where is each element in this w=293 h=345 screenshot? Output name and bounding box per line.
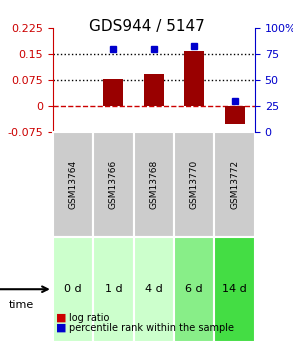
Text: 4 d: 4 d: [145, 284, 163, 294]
Text: ■: ■: [56, 313, 66, 323]
Text: GDS944 / 5147: GDS944 / 5147: [88, 19, 205, 34]
FancyBboxPatch shape: [53, 132, 93, 237]
FancyBboxPatch shape: [214, 132, 255, 237]
FancyBboxPatch shape: [93, 237, 134, 342]
Text: GSM13766: GSM13766: [109, 160, 118, 209]
FancyBboxPatch shape: [174, 237, 214, 342]
Bar: [184, 51, 205, 106]
FancyBboxPatch shape: [214, 237, 255, 342]
Text: GSM13768: GSM13768: [149, 160, 158, 209]
Bar: [103, 79, 124, 106]
Text: GSM13770: GSM13770: [190, 160, 199, 209]
Text: ■: ■: [56, 323, 66, 333]
Text: GSM13772: GSM13772: [230, 160, 239, 209]
Text: 1 d: 1 d: [105, 284, 122, 294]
FancyBboxPatch shape: [134, 132, 174, 237]
Bar: [224, 106, 245, 124]
Bar: [144, 73, 164, 106]
Text: percentile rank within the sample: percentile rank within the sample: [69, 323, 234, 333]
FancyBboxPatch shape: [134, 237, 174, 342]
Text: 0 d: 0 d: [64, 284, 82, 294]
Text: log ratio: log ratio: [69, 313, 109, 323]
Text: 14 d: 14 d: [222, 284, 247, 294]
FancyBboxPatch shape: [93, 132, 134, 237]
FancyBboxPatch shape: [174, 132, 214, 237]
Text: 6 d: 6 d: [185, 284, 203, 294]
Text: time: time: [9, 300, 34, 310]
FancyBboxPatch shape: [53, 237, 93, 342]
Text: GSM13764: GSM13764: [69, 160, 77, 209]
